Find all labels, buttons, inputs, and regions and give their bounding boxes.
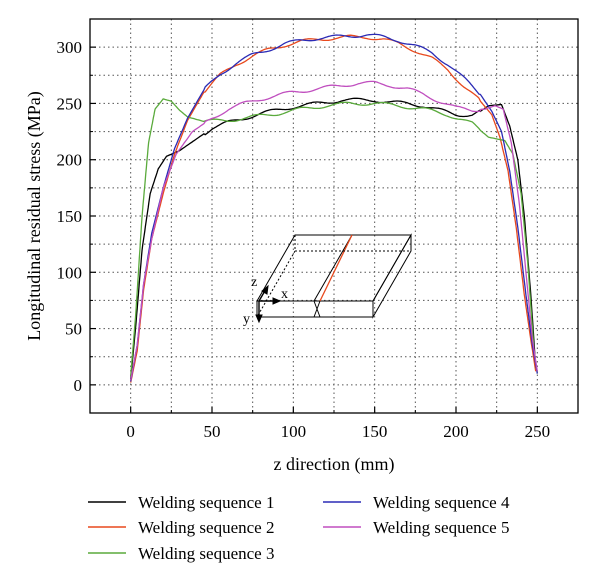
x-axis-title: z direction (mm) bbox=[274, 454, 395, 475]
x-tick-label: 250 bbox=[525, 422, 551, 441]
inset-label-z: z bbox=[251, 275, 257, 290]
inset-label-y: y bbox=[243, 312, 250, 327]
legend-label-3: Welding sequence 3 bbox=[138, 544, 274, 563]
x-tick-label: 200 bbox=[443, 422, 469, 441]
z-arrowhead bbox=[261, 284, 269, 295]
legend-label-2: Welding sequence 2 bbox=[138, 518, 274, 537]
weld-seam-line bbox=[319, 234, 353, 302]
y-tick-label: 150 bbox=[57, 207, 83, 226]
series-line-5 bbox=[130, 80, 538, 381]
x-tick-label: 150 bbox=[362, 422, 388, 441]
x-tick-label: 0 bbox=[126, 422, 135, 441]
x-tick-label: 100 bbox=[281, 422, 307, 441]
y-tick-label: 0 bbox=[74, 376, 83, 395]
inset-label-x: x bbox=[281, 287, 288, 302]
series-lines bbox=[130, 33, 538, 383]
legend: Welding sequence 1 Welding sequence 2 Weld… bbox=[88, 493, 510, 563]
y-axis-title: Longitudinal residual stress (MPa) bbox=[24, 91, 45, 340]
weld-groove-2 bbox=[313, 300, 321, 318]
legend-label-1: Welding sequence 1 bbox=[138, 493, 274, 512]
hidden-edge-d bbox=[256, 250, 296, 318]
y-tick-label: 200 bbox=[57, 151, 83, 170]
y-tick-label: 250 bbox=[57, 94, 83, 113]
series-line-2 bbox=[130, 34, 537, 383]
legend-label-4: Welding sequence 4 bbox=[373, 493, 510, 512]
grid-lines bbox=[90, 19, 578, 413]
series-line-4 bbox=[130, 33, 538, 382]
y-tick-label: 50 bbox=[65, 320, 82, 339]
y-tick-label: 300 bbox=[57, 38, 83, 57]
axis-ticks: 0 50 100 150 200 250 0 50 100 150 200 250 300 bbox=[57, 38, 551, 441]
y-tick-label: 100 bbox=[57, 263, 83, 282]
series-line-1 bbox=[130, 97, 537, 380]
series-line-3 bbox=[130, 98, 538, 376]
y-arrowhead bbox=[255, 314, 263, 324]
plate-schematic bbox=[255, 233, 412, 324]
legend-label-5: Welding sequence 5 bbox=[373, 518, 509, 537]
x-tick-label: 50 bbox=[204, 422, 221, 441]
x-arrowhead bbox=[272, 297, 282, 305]
plate-side-face bbox=[372, 233, 412, 319]
weld-seam-left bbox=[313, 234, 353, 302]
